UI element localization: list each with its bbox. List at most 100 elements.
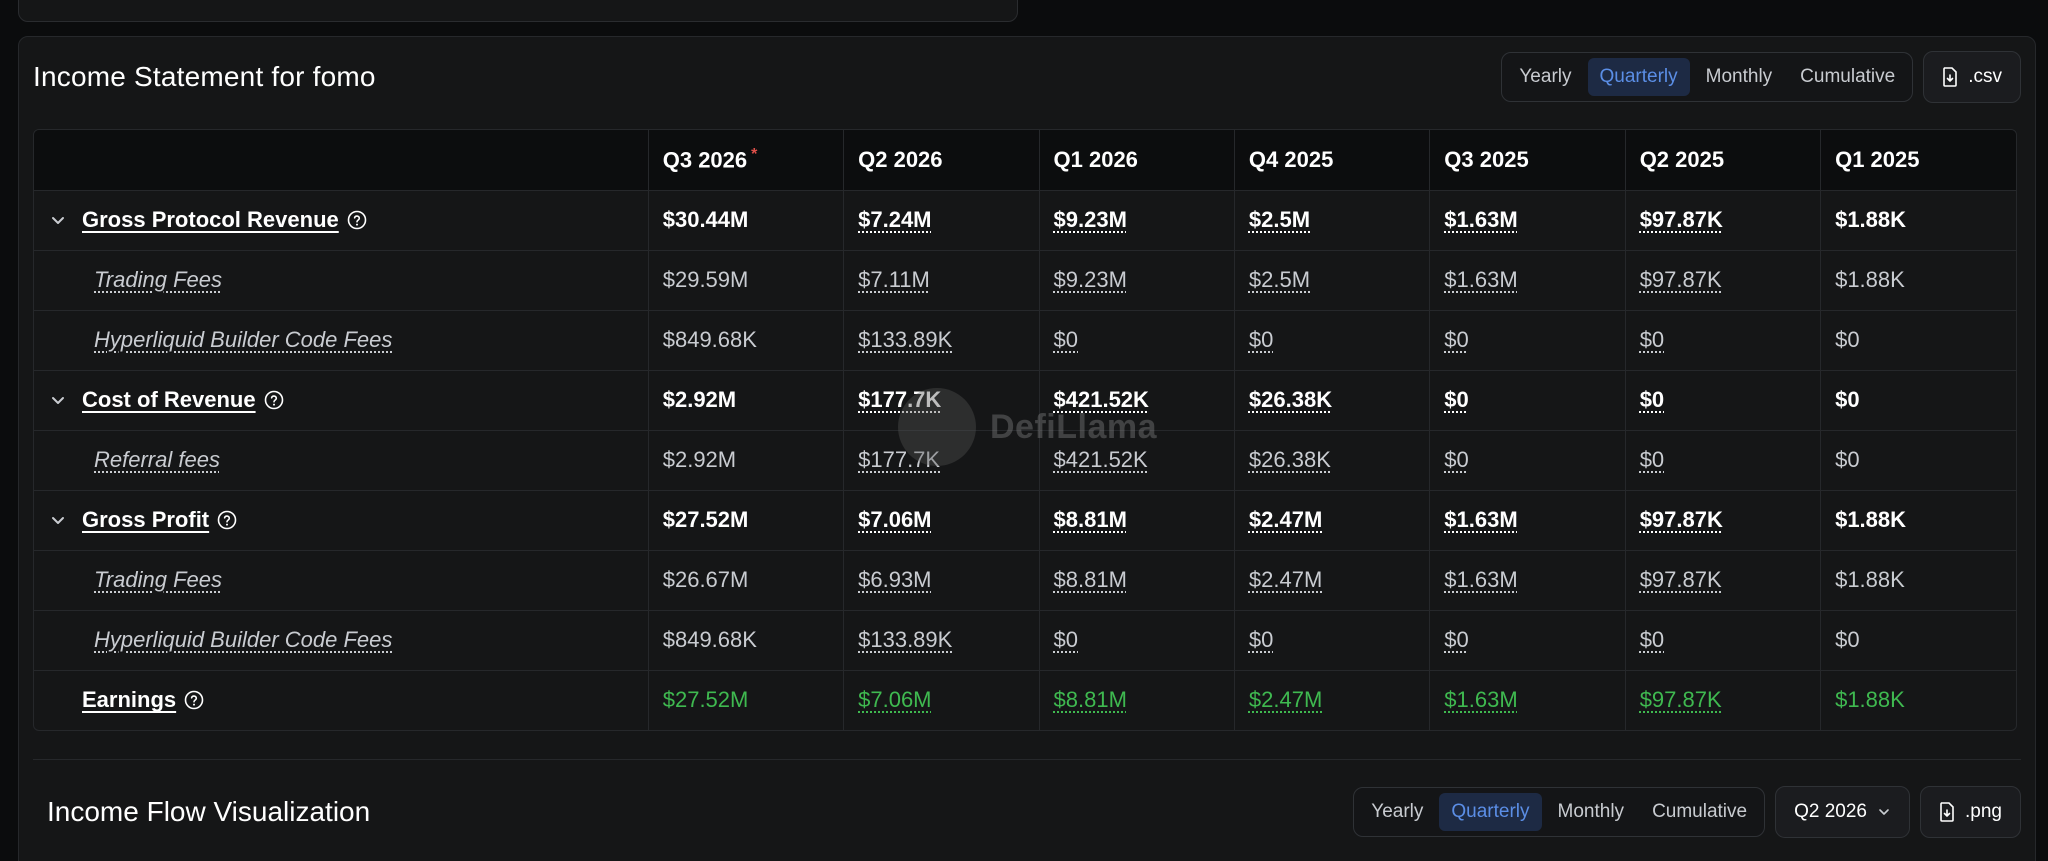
cell-value: $26.67M (647, 550, 844, 610)
help-circle-icon[interactable] (217, 510, 237, 530)
cell-value[interactable]: $2.47M (1248, 687, 1323, 713)
cell-value[interactable]: $97.87K (1639, 207, 1723, 232)
row-label[interactable]: Gross Protocol Revenue (82, 207, 339, 232)
cell-value[interactable]: $0 (1639, 327, 1665, 352)
previous-section-card (18, 0, 1018, 22)
cell-value: $30.44M (647, 190, 844, 250)
quarter-select-value: Q2 2026 (1794, 801, 1868, 822)
cell-value[interactable]: $0 (1639, 627, 1665, 652)
cell-value[interactable]: $2.5M (1248, 207, 1311, 232)
section-divider (33, 759, 2021, 760)
row-label[interactable]: Hyperliquid Builder Code Fees (94, 327, 393, 352)
column-header: Q4 2025 (1233, 130, 1430, 190)
cell-value[interactable]: $7.06M (858, 507, 932, 532)
table-row-trading-fees: Trading Fees $29.59M $7.11M $9.23M $2.5M… (34, 250, 2016, 310)
income-flow-header: Income Flow Visualization Yearly Quarter… (33, 784, 2021, 840)
chevron-down-icon[interactable] (48, 510, 68, 530)
csv-download-button[interactable]: .csv (1923, 51, 2021, 103)
cell-value[interactable]: $1.63M (1444, 567, 1518, 592)
cell-value[interactable]: $0 (1444, 327, 1469, 352)
cell-value[interactable]: $0 (1639, 387, 1665, 412)
csv-button-label: .csv (1968, 66, 2002, 87)
cell-value: $1.88K (1820, 250, 2016, 310)
cell-value[interactable]: $1.63M (1444, 507, 1518, 532)
table-row-earnings: Earnings $27.52M $7.06M $8.81M $2.47M $1… (34, 670, 2016, 730)
row-label[interactable]: Trading Fees (94, 567, 222, 592)
row-label-cell: Cost of Revenue (34, 387, 648, 413)
cell-value[interactable]: $421.52K (1053, 447, 1148, 472)
cell-value[interactable]: $2.47M (1248, 507, 1323, 532)
cell-value[interactable]: $7.24M (858, 207, 932, 232)
row-label-cell: Earnings (34, 687, 648, 713)
row-label[interactable]: Referral fees (94, 447, 220, 472)
cell-value: $1.88K (1820, 490, 2016, 550)
cell-value: $0 (1820, 310, 2016, 370)
flow-period-monthly-button[interactable]: Monthly (1557, 801, 1625, 822)
cell-value[interactable]: $0 (1444, 627, 1469, 652)
cell-value[interactable]: $97.87K (1639, 687, 1722, 713)
cell-value[interactable]: $9.23M (1053, 267, 1127, 292)
cell-value[interactable]: $7.11M (858, 267, 930, 292)
chevron-down-icon (1879, 809, 1889, 815)
cell-value[interactable]: $97.87K (1639, 507, 1723, 532)
income-statement-table: Q3 2026 * Q2 2026 Q1 2026 Q4 2025 Q3 2025… (33, 129, 2017, 731)
cell-value: $0 (1820, 430, 2016, 490)
row-label[interactable]: Cost of Revenue (82, 387, 256, 412)
cell-value[interactable]: $9.23M (1053, 207, 1127, 232)
cell-value[interactable]: $26.38K (1248, 387, 1333, 412)
column-header: Q1 2026 (1038, 130, 1235, 190)
cell-value[interactable]: $1.63M (1444, 687, 1518, 713)
cell-value[interactable]: $0 (1248, 627, 1274, 652)
png-download-button[interactable]: .png (1920, 786, 2021, 838)
cell-value[interactable]: $97.87K (1639, 567, 1722, 592)
period-yearly-button[interactable]: Yearly (1519, 66, 1572, 87)
cell-value[interactable]: $8.81M (1053, 567, 1127, 592)
chevron-down-icon[interactable] (48, 390, 68, 410)
cell-value: $0 (1820, 370, 2016, 430)
income-statement-header: Income Statement for fomo Yearly Quarter… (33, 51, 2021, 103)
cell-value[interactable]: $133.89K (858, 627, 953, 652)
cell-value[interactable]: $177.7K (858, 447, 941, 472)
quarter-select[interactable]: Q2 2026 (1775, 786, 1911, 838)
cell-value[interactable]: $0 (1444, 387, 1469, 412)
help-circle-icon[interactable] (264, 390, 284, 410)
help-circle-icon[interactable] (347, 210, 367, 230)
period-monthly-button[interactable]: Monthly (1705, 66, 1773, 87)
cell-value[interactable]: $421.52K (1053, 387, 1149, 412)
row-label[interactable]: Gross Profit (82, 507, 210, 532)
cell-value[interactable]: $0 (1053, 327, 1078, 352)
cell-value[interactable]: $97.87K (1639, 267, 1722, 292)
flow-period-cumulative-button[interactable]: Cumulative (1652, 801, 1748, 822)
help-circle-icon[interactable] (184, 690, 204, 710)
cell-value[interactable]: $0 (1639, 447, 1665, 472)
cell-value[interactable]: $133.89K (858, 327, 953, 352)
period-cumulative-button[interactable]: Cumulative (1800, 66, 1896, 87)
period-quarterly-button[interactable]: Quarterly (1587, 58, 1690, 96)
png-button-label: .png (1965, 801, 2002, 822)
cell-value[interactable]: $7.06M (858, 687, 932, 713)
row-label[interactable]: Trading Fees (94, 267, 222, 292)
column-header: Q3 2026 * (647, 130, 844, 190)
cell-value[interactable]: $0 (1444, 447, 1469, 472)
row-label[interactable]: Earnings (82, 687, 177, 713)
cell-value[interactable]: $0 (1053, 627, 1078, 652)
flow-period-quarterly-button[interactable]: Quarterly (1439, 793, 1542, 831)
row-label[interactable]: Hyperliquid Builder Code Fees (94, 627, 393, 652)
cell-value[interactable]: $177.7K (858, 387, 942, 412)
flow-period-yearly-button[interactable]: Yearly (1371, 801, 1424, 822)
cell-value[interactable]: $1.63M (1444, 267, 1518, 292)
cell-value[interactable]: $1.63M (1444, 207, 1518, 232)
cell-value: $1.88K (1820, 550, 2016, 610)
cell-value[interactable]: $0 (1248, 327, 1274, 352)
cell-value[interactable]: $2.47M (1248, 567, 1323, 592)
cell-value[interactable]: $8.81M (1053, 507, 1127, 532)
period-toggle: Yearly Quarterly Monthly Cumulative (1501, 52, 1914, 102)
cell-value[interactable]: $8.81M (1053, 687, 1127, 713)
cell-value[interactable]: $2.5M (1248, 267, 1311, 292)
cell-value[interactable]: $26.38K (1248, 447, 1331, 472)
file-download-icon (1943, 67, 1958, 87)
chevron-down-icon[interactable] (48, 210, 68, 230)
cell-value[interactable]: $6.93M (858, 567, 932, 592)
column-header: Q2 2025 (1624, 130, 1821, 190)
column-header: Q2 2026 (843, 130, 1040, 190)
